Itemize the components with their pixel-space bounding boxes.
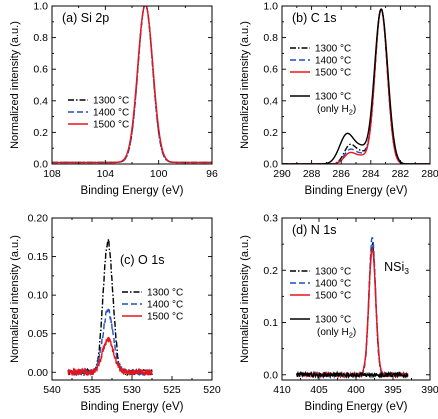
x-tick-label-b: 288 bbox=[303, 168, 321, 180]
x-tick-label-a: 100 bbox=[150, 168, 168, 180]
y-tick-label-c: 0.00 bbox=[28, 367, 49, 379]
x-axis-label-c: Binding Energy (eV) bbox=[81, 401, 184, 413]
x-tick-label-b: 282 bbox=[392, 168, 410, 180]
legend-label-a: 1500 °C bbox=[93, 120, 129, 131]
y-tick-label-b: 0.6 bbox=[263, 64, 278, 76]
peak-annotation-d: NSi3 bbox=[384, 260, 409, 276]
x-tick-label-d: 395 bbox=[384, 384, 402, 396]
y-axis-label-a: Normalized intensity (a.u.) bbox=[9, 21, 21, 149]
y-tick-label-c: 0.10 bbox=[28, 290, 49, 302]
x-tick-label-c: 525 bbox=[163, 384, 181, 396]
legend-note-d: (only H2) bbox=[317, 327, 356, 340]
legend-label-d: 1300 °C bbox=[315, 315, 351, 326]
series-line-d-1 bbox=[296, 237, 408, 380]
plot-frame-b bbox=[281, 5, 431, 165]
x-tick-label-a: 104 bbox=[97, 168, 115, 180]
legend-note-part: ) bbox=[353, 104, 356, 115]
y-tick-label-b: 0.2 bbox=[263, 127, 278, 139]
x-tick-label-d: 390 bbox=[421, 384, 438, 396]
legend-label-d: 1500 °C bbox=[315, 291, 351, 302]
legend-label-a: 1300 °C bbox=[93, 96, 129, 107]
x-tick-label-a: 108 bbox=[43, 168, 61, 180]
legend-note-part: 2 bbox=[349, 331, 353, 340]
legend-note-b: (only H2) bbox=[317, 104, 356, 117]
x-tick-label-b: 290 bbox=[273, 168, 291, 180]
x-tick-label-d: 400 bbox=[347, 384, 365, 396]
y-tick-label-b: 1.0 bbox=[263, 1, 278, 13]
x-tick-label-d: 410 bbox=[273, 384, 291, 396]
annotation-sub: 3 bbox=[404, 266, 409, 276]
series-line-d-3 bbox=[296, 370, 409, 380]
y-tick-label-a: 1.0 bbox=[33, 1, 48, 13]
legend-label-b: 1300 °C bbox=[315, 44, 351, 55]
plot-frame-a bbox=[51, 5, 213, 165]
legend-label-a: 1400 °C bbox=[93, 108, 129, 119]
legend-label-d: 1400 °C bbox=[315, 279, 351, 290]
legend-note-part: (only H bbox=[317, 104, 349, 115]
y-tick-label-a: 0.2 bbox=[33, 127, 48, 139]
legend-label-b: 1400 °C bbox=[315, 56, 351, 67]
series-line-b-3 bbox=[282, 8, 430, 164]
x-axis-label-d: Binding Energy (eV) bbox=[305, 401, 408, 413]
x-tick-label-c: 530 bbox=[123, 384, 141, 396]
legend-label-c: 1300 °C bbox=[147, 288, 183, 299]
series-line-b-0 bbox=[282, 8, 430, 164]
series-line-c-2 bbox=[67, 336, 153, 377]
series-line-a-2 bbox=[52, 6, 212, 164]
plot-frame-d bbox=[281, 217, 431, 381]
panel-c bbox=[51, 217, 213, 381]
y-tick-label-d: 0.1 bbox=[263, 317, 278, 329]
legend-note-part: 2 bbox=[349, 108, 353, 117]
series-line-c-1 bbox=[67, 307, 153, 377]
x-tick-label-c: 520 bbox=[203, 384, 221, 396]
y-tick-label-b: 0.8 bbox=[263, 32, 278, 44]
y-tick-label-c: 0.15 bbox=[28, 251, 49, 263]
y-tick-label-a: 0.6 bbox=[33, 64, 48, 76]
y-tick-label-d: 0.2 bbox=[263, 265, 278, 277]
panel-label-c: (c) O 1s bbox=[120, 253, 164, 267]
x-axis-label-b: Binding Energy (eV) bbox=[305, 185, 408, 197]
x-tick-label-c: 540 bbox=[43, 384, 61, 396]
y-tick-label-d: 0.0 bbox=[263, 369, 278, 381]
x-tick-label-d: 405 bbox=[310, 384, 328, 396]
y-tick-label-c: 0.20 bbox=[28, 213, 49, 225]
x-tick-label-c: 535 bbox=[83, 384, 101, 396]
panel-a bbox=[51, 5, 213, 165]
y-axis-label-d: Normalized intensity (a.u.) bbox=[239, 235, 251, 363]
series-line-a-1 bbox=[52, 6, 212, 164]
y-tick-label-b: 0.0 bbox=[263, 159, 278, 171]
y-tick-label-c: 0.05 bbox=[28, 328, 49, 340]
legend-label-c: 1500 °C bbox=[147, 312, 183, 323]
x-tick-label-a: 96 bbox=[206, 168, 218, 180]
legend-label-c: 1400 °C bbox=[147, 300, 183, 311]
legend-label-b: 1500 °C bbox=[315, 68, 351, 79]
y-tick-label-a: 0.0 bbox=[33, 159, 48, 171]
y-tick-label-b: 0.4 bbox=[263, 95, 278, 107]
panel-label-b: (b) C 1s bbox=[292, 11, 336, 25]
legend-note-part: ) bbox=[353, 327, 356, 338]
plot-frame-c bbox=[51, 217, 213, 381]
y-tick-label-a: 0.8 bbox=[33, 32, 48, 44]
x-tick-label-b: 286 bbox=[332, 168, 350, 180]
panel-label-d: (d) N 1s bbox=[292, 223, 336, 237]
y-axis-label-b: Normalized intensity (a.u.) bbox=[239, 21, 251, 149]
x-axis-label-a: Binding Energy (eV) bbox=[81, 185, 184, 197]
legend-label-b: 1300 °C bbox=[315, 92, 351, 103]
legend-label-d: 1300 °C bbox=[315, 267, 351, 278]
y-axis-label-c: Normalized intensity (a.u.) bbox=[9, 235, 21, 363]
annotation-main: NSi bbox=[384, 260, 404, 274]
panel-b bbox=[281, 5, 431, 165]
series-line-a-0 bbox=[52, 6, 212, 164]
y-tick-label-a: 0.4 bbox=[33, 95, 48, 107]
y-tick-label-d: 0.3 bbox=[263, 213, 278, 225]
panel-d bbox=[281, 217, 431, 381]
x-tick-label-b: 280 bbox=[421, 168, 438, 180]
legend-note-part: (only H bbox=[317, 327, 349, 338]
panel-label-a: (a) Si 2p bbox=[62, 11, 109, 25]
x-tick-label-b: 284 bbox=[362, 168, 380, 180]
